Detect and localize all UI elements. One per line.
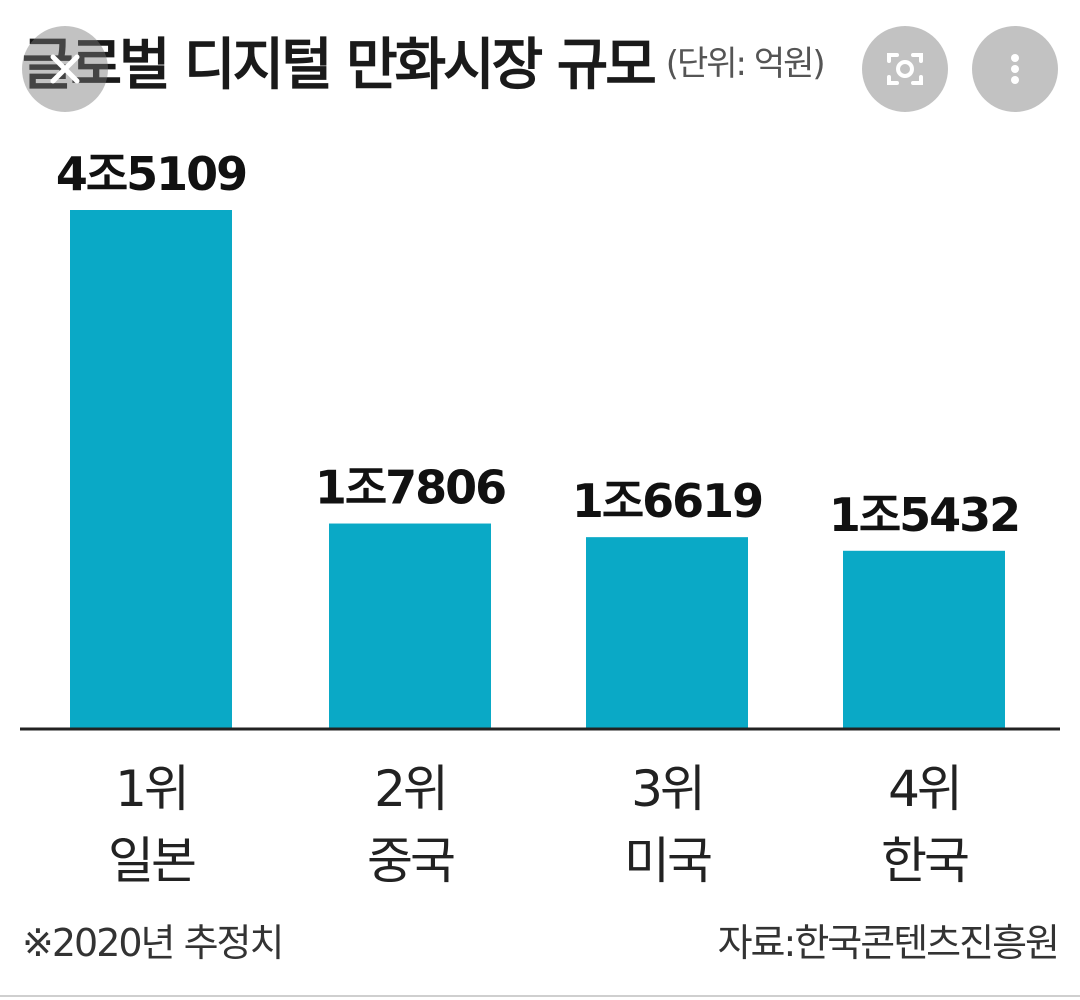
lens-search-icon: [887, 53, 923, 85]
category-rank-1: 1위: [115, 760, 187, 818]
bar-2: [329, 523, 491, 728]
bottom-divider: [0, 995, 1080, 997]
category-country-2: 중국: [367, 832, 454, 890]
bar-3: [586, 537, 748, 728]
category-country-3: 미국: [624, 832, 711, 890]
unit-label: (단위: 억원): [665, 43, 826, 84]
more-vertical-icon: [1011, 54, 1019, 84]
close-button[interactable]: [22, 26, 108, 112]
category-country-4: 한국: [881, 832, 968, 890]
value-label-1: 4조5109: [56, 147, 246, 201]
chart-header: 글로벌 디지털 만화시장 규모 (단위: 억원): [22, 10, 826, 110]
category-country-1: 일본: [108, 832, 195, 890]
category-rank-3: 3위: [631, 760, 703, 818]
category-rank-2: 2위: [374, 760, 446, 818]
footnote: ※2020년 추정치: [22, 921, 284, 965]
lens-search-button[interactable]: [862, 26, 948, 112]
close-icon: [50, 54, 80, 84]
category-rank-4: 4위: [888, 760, 960, 818]
more-options-button[interactable]: [972, 26, 1058, 112]
bar-4: [843, 550, 1005, 728]
value-label-4: 1조5432: [829, 488, 1019, 542]
value-label-2: 1조7806: [315, 461, 505, 515]
chart-title: 글로벌 디지털 만화시장 규모: [22, 32, 657, 98]
source-credit: 자료:한국콘텐츠진흥원: [717, 921, 1060, 965]
bar-1: [70, 210, 232, 728]
value-label-3: 1조6619: [572, 474, 762, 528]
